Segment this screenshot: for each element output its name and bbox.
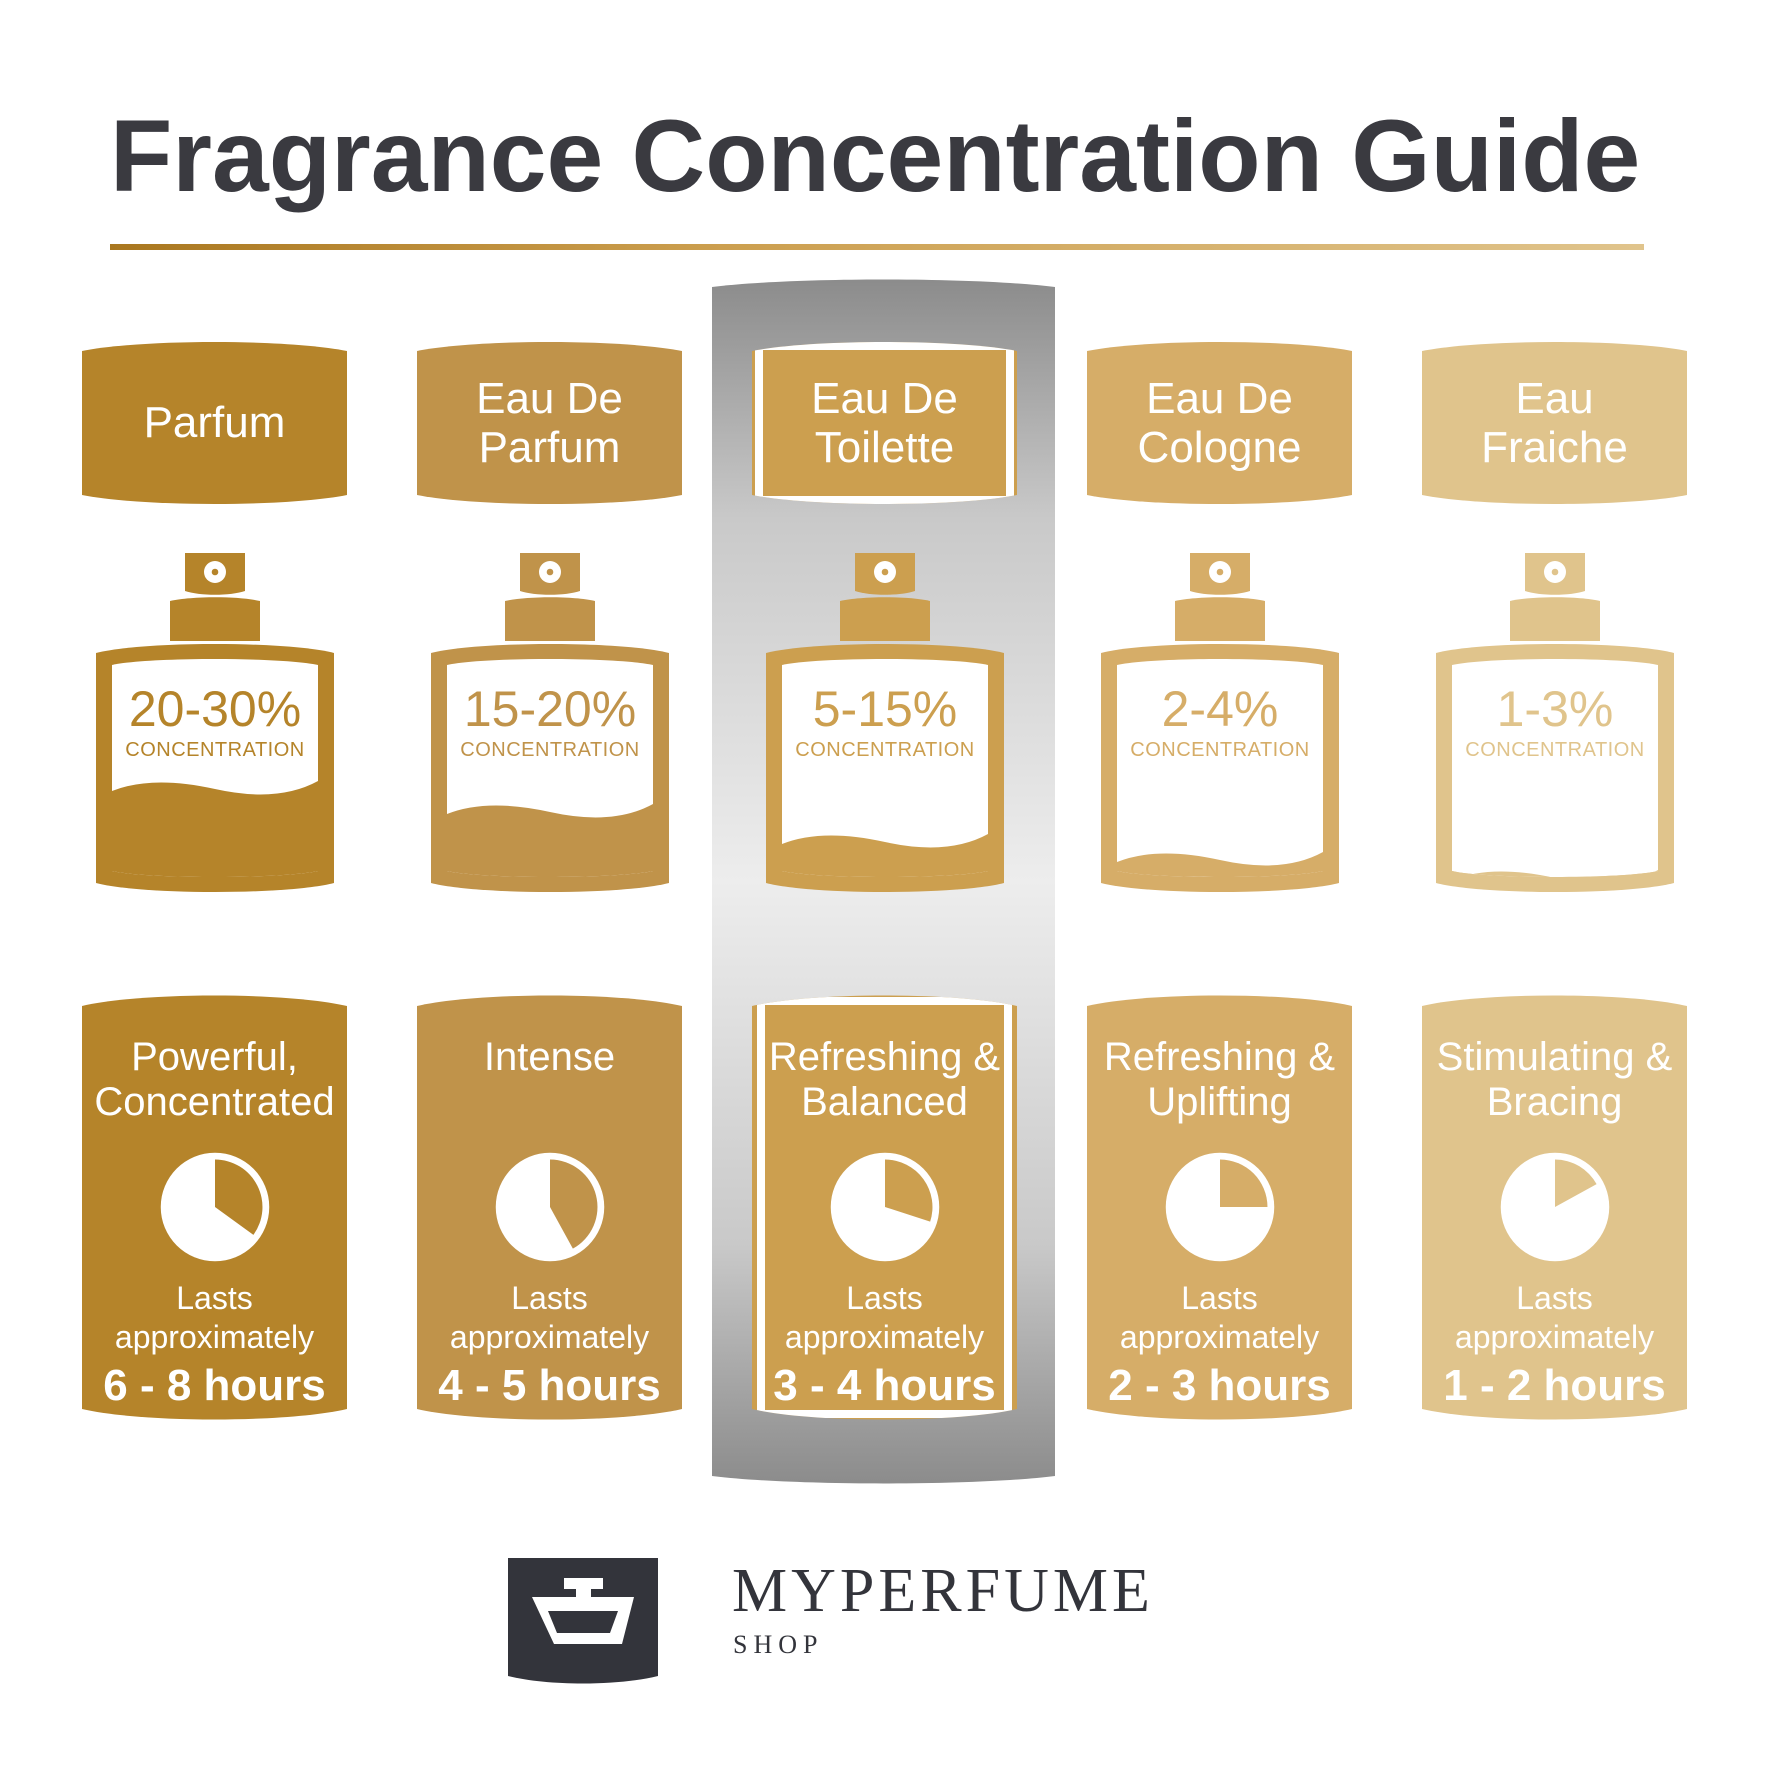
svg-text:CONCENTRATION: CONCENTRATION — [795, 739, 974, 761]
svg-text:15-20%: 15-20% — [464, 681, 636, 737]
svg-text:CONCENTRATION: CONCENTRATION — [1130, 739, 1309, 761]
svg-text:CONCENTRATION: CONCENTRATION — [1465, 739, 1644, 761]
svg-text:5-15%: 5-15% — [813, 681, 958, 737]
svg-text:CONCENTRATION: CONCENTRATION — [460, 739, 639, 761]
svg-text:1-3%: 1-3% — [1497, 681, 1614, 737]
svg-text:2-4%: 2-4% — [1162, 681, 1279, 737]
svg-text:20-30%: 20-30% — [129, 681, 301, 737]
svg-text:CONCENTRATION: CONCENTRATION — [125, 739, 304, 761]
